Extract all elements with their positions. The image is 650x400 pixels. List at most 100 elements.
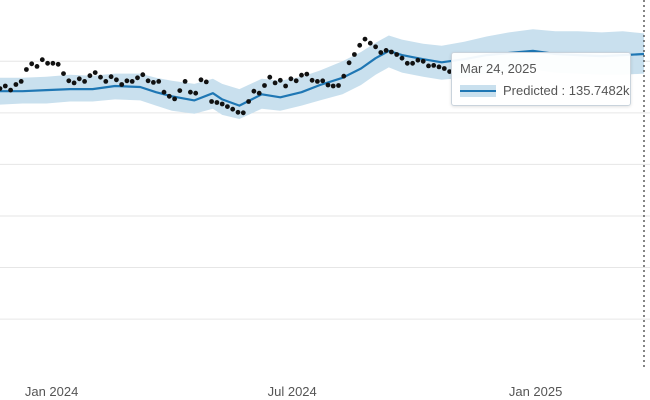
actual-data-point[interactable] [2, 83, 8, 89]
actual-data-point[interactable] [383, 48, 389, 53]
actual-data-point[interactable] [362, 36, 368, 42]
actual-data-point[interactable] [166, 93, 172, 99]
predicted-line[interactable] [0, 49, 645, 107]
actual-data-point[interactable] [61, 71, 66, 76]
actual-data-point[interactable] [34, 64, 40, 69]
actual-data-point[interactable] [92, 70, 98, 75]
actual-data-point[interactable] [193, 90, 199, 96]
actual-data-point[interactable] [145, 78, 151, 84]
actual-data-point[interactable] [219, 101, 225, 107]
actual-data-point[interactable] [114, 77, 119, 83]
actual-data-point[interactable] [378, 50, 384, 55]
predicted-legend-swatch-icon [460, 84, 496, 97]
actual-data-point[interactable] [251, 88, 257, 94]
actual-data-point[interactable] [373, 44, 378, 50]
actual-data-point[interactable] [87, 73, 93, 79]
actual-data-point[interactable] [203, 79, 209, 85]
actual-data-point[interactable] [66, 78, 72, 84]
actual-data-point[interactable] [341, 73, 347, 79]
actual-data-point[interactable] [13, 82, 19, 87]
actual-data-point[interactable] [82, 79, 87, 84]
actual-data-point[interactable] [18, 79, 24, 84]
actual-data-point[interactable] [140, 72, 146, 78]
actual-data-point[interactable] [277, 77, 283, 83]
actual-data-point[interactable] [214, 100, 220, 105]
actual-data-point[interactable] [309, 77, 315, 83]
actual-data-point[interactable] [272, 80, 278, 86]
actual-data-point[interactable] [410, 60, 415, 66]
actual-data-point[interactable] [151, 80, 156, 85]
actual-data-point[interactable] [315, 79, 320, 84]
actual-data-points [0, 36, 452, 116]
actual-data-point[interactable] [357, 42, 363, 48]
actual-data-point[interactable] [240, 110, 246, 116]
actual-data-point[interactable] [325, 82, 331, 88]
actual-data-point[interactable] [320, 78, 326, 84]
actual-data-point[interactable] [346, 60, 352, 66]
actual-data-point[interactable] [293, 78, 299, 84]
actual-data-point[interactable] [426, 63, 431, 69]
actual-data-point[interactable] [441, 66, 447, 71]
actual-data-point[interactable] [161, 89, 167, 95]
actual-data-point[interactable] [299, 72, 304, 78]
actual-data-point[interactable] [182, 79, 188, 84]
actual-data-point[interactable] [55, 61, 61, 67]
gridlines [0, 60, 650, 320]
actual-data-point[interactable] [404, 60, 410, 66]
actual-data-point[interactable] [283, 83, 288, 89]
x-tick-label: Jan 2024 [25, 384, 79, 399]
actual-data-point[interactable] [256, 90, 262, 96]
actual-data-point[interactable] [119, 82, 125, 87]
hover-tooltip: Mar 24, 2025 Predicted : 135.7482k [451, 52, 631, 106]
actual-data-point[interactable] [267, 74, 273, 80]
x-tick-label: Jul 2024 [268, 384, 317, 399]
actual-data-point[interactable] [235, 109, 241, 115]
actual-data-point[interactable] [447, 69, 452, 74]
actual-data-point[interactable] [29, 61, 35, 67]
tooltip-series-value: Predicted : 135.7482k [503, 83, 630, 98]
actual-data-point[interactable] [352, 52, 357, 57]
actual-data-point[interactable] [124, 78, 130, 84]
actual-data-point[interactable] [108, 74, 114, 80]
actual-data-point[interactable] [172, 96, 178, 102]
actual-data-point[interactable] [71, 80, 77, 86]
actual-data-point[interactable] [399, 55, 405, 61]
actual-data-point[interactable] [304, 71, 310, 77]
actual-data-point[interactable] [246, 99, 252, 104]
x-tick-label: Jan 2025 [509, 384, 563, 399]
x-axis-ticks: Jan 2024 Jul 2024 Jan 2025 [25, 384, 563, 399]
actual-data-point[interactable] [336, 83, 341, 88]
actual-data-point[interactable] [431, 63, 437, 68]
actual-data-point[interactable] [415, 57, 421, 63]
tooltip-row: Predicted : 135.7482k [460, 83, 630, 98]
actual-data-point[interactable] [177, 88, 183, 93]
actual-data-point[interactable] [225, 104, 230, 109]
actual-data-point[interactable] [129, 79, 135, 84]
actual-data-point[interactable] [188, 89, 193, 95]
actual-data-point[interactable] [394, 52, 400, 57]
actual-data-point[interactable] [39, 57, 45, 63]
actual-data-point[interactable] [45, 60, 50, 66]
actual-data-point[interactable] [436, 64, 442, 70]
actual-data-point[interactable] [420, 58, 426, 64]
actual-data-point[interactable] [230, 106, 236, 112]
actual-data-point[interactable] [76, 76, 82, 82]
actual-data-point[interactable] [135, 75, 140, 81]
actual-data-point[interactable] [209, 99, 215, 104]
actual-data-point[interactable] [24, 67, 29, 72]
actual-data-point[interactable] [330, 83, 336, 89]
actual-data-point[interactable] [262, 83, 267, 88]
actual-data-point[interactable] [156, 79, 162, 84]
actual-data-point[interactable] [103, 79, 109, 84]
actual-data-point[interactable] [389, 49, 394, 55]
actual-data-point[interactable] [367, 40, 373, 46]
actual-data-point[interactable] [0, 86, 3, 91]
actual-data-point[interactable] [8, 87, 14, 93]
tooltip-date: Mar 24, 2025 [460, 61, 537, 76]
actual-data-point[interactable] [50, 60, 56, 66]
actual-data-point[interactable] [198, 77, 204, 83]
actual-data-point[interactable] [288, 76, 294, 82]
actual-data-point[interactable] [98, 74, 103, 80]
prediction-interval-band [0, 29, 644, 119]
